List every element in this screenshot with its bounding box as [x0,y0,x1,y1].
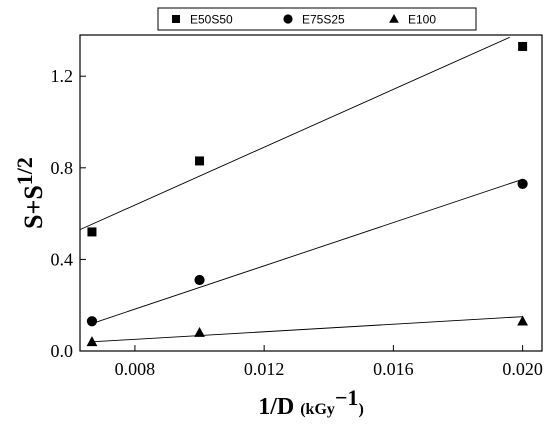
legend: E50S50 E75S25 E100 [157,7,477,31]
x-tick-label: 0.012 [244,359,285,379]
y-tick-label: 0.0 [51,341,74,361]
y-tick-label: 0.8 [51,158,74,178]
data-point-e75s25 [194,274,205,286]
legend-marker-e75s25 [283,14,293,24]
y-tick-label: 1.2 [51,66,74,86]
y-axis-title-exponent: 1/2 [12,157,37,185]
y-tick-label: 0.4 [51,249,74,269]
fit-line-e75s25 [91,178,523,324]
legend-label-e50s50: E50S50 [190,13,233,27]
x-axis-title: 1/D (kGy−1) [258,385,364,420]
x-tick-label: 0.020 [502,359,543,379]
legend-marker-e50s50 [172,15,180,23]
svg-text:S+S1/2: S+S1/2 [12,157,48,229]
data-point-e100 [86,336,98,347]
data-point-e75s25 [517,178,528,189]
data-point-e100 [517,315,529,326]
legend-label-e75s25: E75S25 [302,13,345,27]
data-point-e75s25 [86,316,98,327]
fit-line-e50s50 [79,36,510,231]
y-axis-title: S+S1/2 [12,157,48,229]
plot-area-frame [79,34,543,352]
x-axis-title-exponent: −1 [335,385,359,410]
data-point-e50s50 [195,156,205,166]
svg-text:1/D (kGy−1): 1/D (kGy−1) [258,385,364,420]
x-axis-title-unit-suffix: ) [358,401,363,418]
x-tick-label: 0.016 [373,359,414,379]
y-axis-title-main: S+S [19,185,48,229]
data-point-e100 [194,327,205,337]
data-point-e50s50 [518,41,528,51]
x-axis-title-unit-prefix: (kGy [300,401,335,418]
x-axis-title-main: 1/D [258,394,294,420]
fit-line-e100 [91,316,523,343]
legend-marker-e100 [389,13,399,23]
legend-box [157,7,477,31]
x-tick-label: 0.008 [115,359,156,379]
legend-label-e100: E100 [408,13,436,27]
data-point-e50s50 [87,227,97,237]
